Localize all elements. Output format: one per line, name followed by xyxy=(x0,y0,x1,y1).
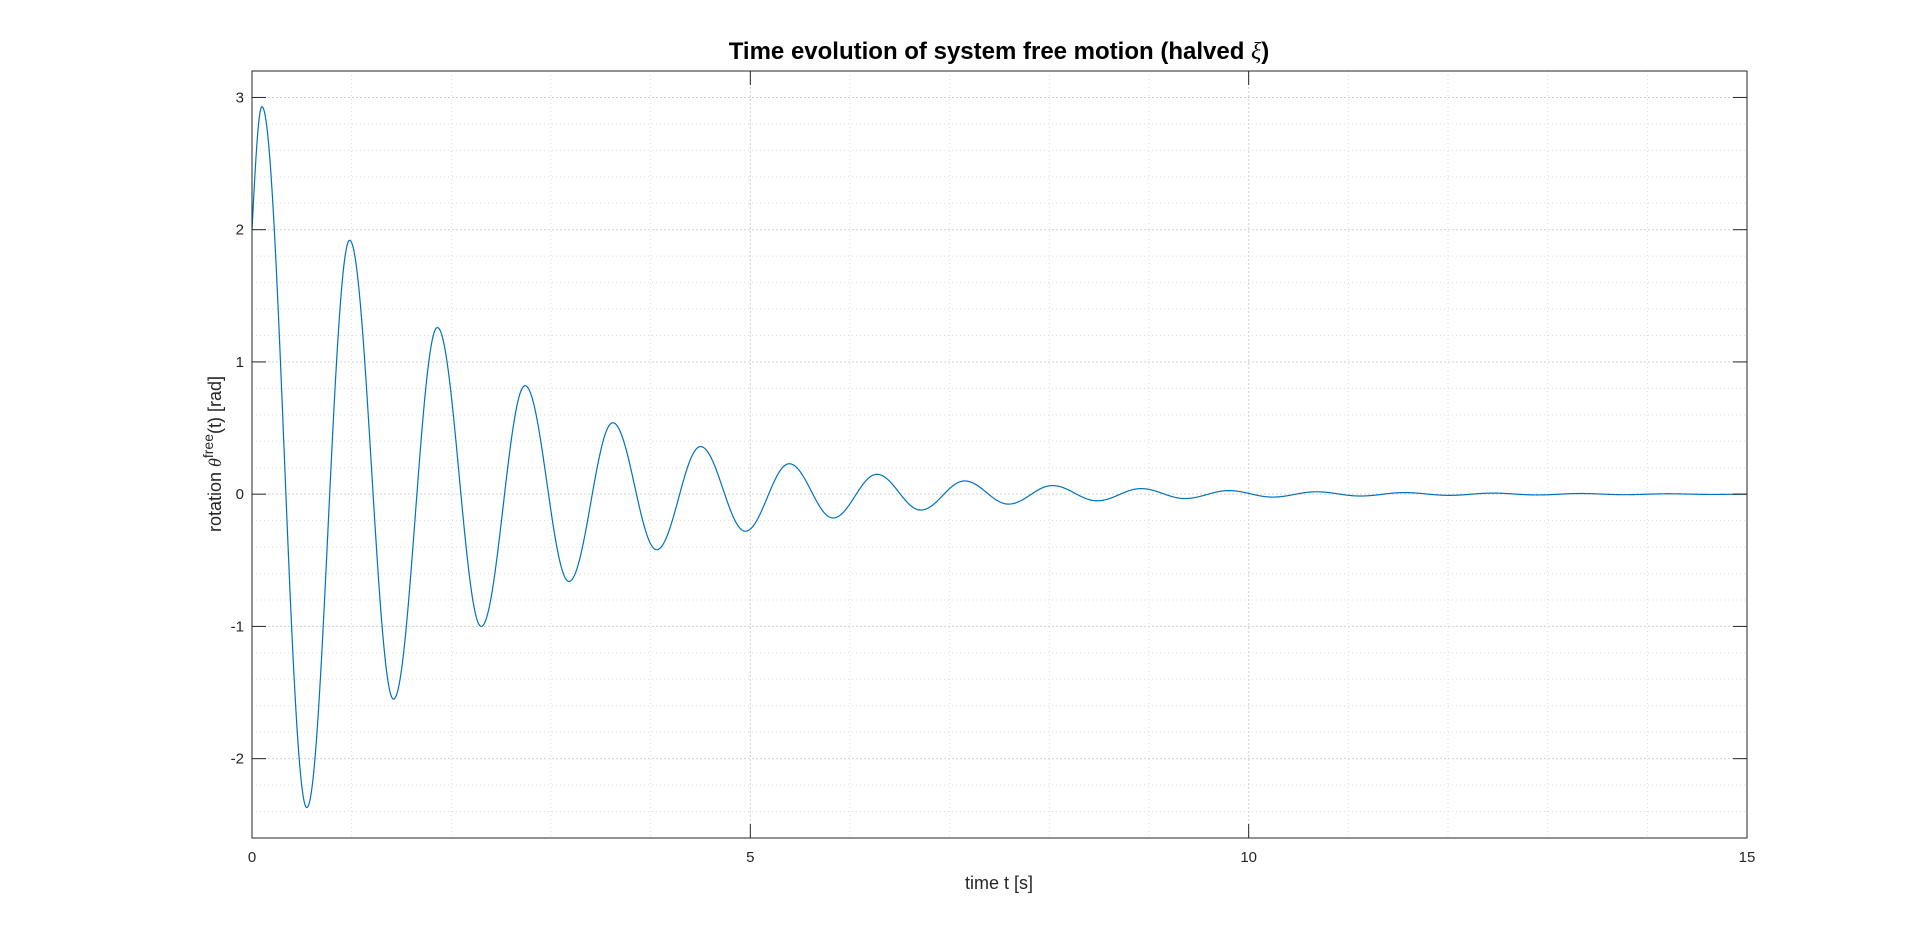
x-tick-label: 0 xyxy=(248,849,256,866)
y-tick-labels: -2 -1 0 1 2 3 xyxy=(231,89,244,767)
y-tick-label: 1 xyxy=(236,354,244,371)
major-grid xyxy=(251,71,1748,838)
series-line xyxy=(251,106,1747,809)
y-tick-label: -2 xyxy=(231,751,244,768)
plot-area-background xyxy=(252,71,1747,838)
y-axis-label-superscript: free xyxy=(200,434,216,458)
chart-title: Time evolution of system free motion (ha… xyxy=(729,38,1270,65)
y-axis-label-prefix: rotation xyxy=(205,467,225,532)
x-tick-label: 15 xyxy=(1739,849,1756,866)
x-tick-labels: 0 5 10 15 xyxy=(248,849,1756,866)
y-axis-label: rotation θfree(t) [rad] xyxy=(200,376,225,532)
y-axis-label-symbol: θ xyxy=(205,458,225,467)
y-tick-label: 2 xyxy=(236,222,244,239)
axis-ticks xyxy=(251,71,1748,838)
x-tick-label: 10 xyxy=(1240,849,1257,866)
chart-title-prefix: Time evolution of system free motion (ha… xyxy=(729,38,1251,65)
x-axis-label: time t [s] xyxy=(965,873,1033,893)
plot-frame xyxy=(251,70,1748,839)
x-tick-label: 5 xyxy=(746,849,754,866)
y-tick-label: 3 xyxy=(236,89,244,106)
y-tick-label: 0 xyxy=(236,486,244,503)
chart-title-symbol: ξ xyxy=(1251,39,1262,65)
y-axis-label-suffix: (t) [rad] xyxy=(205,376,225,434)
y-tick-label: -1 xyxy=(231,618,244,635)
chart-title-suffix: ) xyxy=(1261,38,1269,65)
